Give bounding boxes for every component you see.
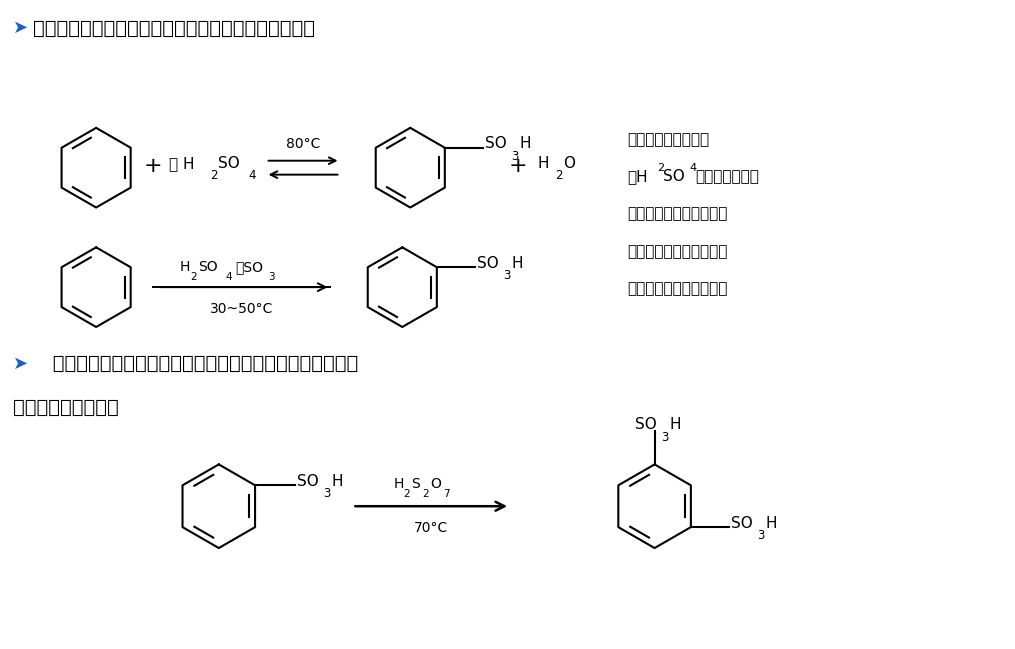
Text: 3: 3 bbox=[503, 269, 511, 282]
Text: ➤: ➤ bbox=[13, 19, 28, 37]
Text: 4: 4 bbox=[225, 272, 232, 282]
Text: O: O bbox=[430, 477, 442, 491]
Text: SO: SO bbox=[477, 256, 498, 271]
Text: 若在较高温度下反应，则苯磺酸可进一步生成苯二磺酸，且: 若在较高温度下反应，则苯磺酸可进一步生成苯二磺酸，且 bbox=[47, 354, 358, 373]
Text: 80°C: 80°C bbox=[286, 137, 321, 151]
Text: 3: 3 bbox=[512, 150, 519, 163]
Text: 苯与浓硫酸在加热下或与发烟硫酸作用，生成苯磺酸。: 苯与浓硫酸在加热下或与发烟硫酸作用，生成苯磺酸。 bbox=[33, 19, 316, 38]
Text: 以减少可逆反应的发生。: 以减少可逆反应的发生。 bbox=[627, 281, 728, 296]
Text: 2: 2 bbox=[555, 169, 562, 182]
Text: 反应可逆，生成的水: 反应可逆，生成的水 bbox=[627, 132, 709, 147]
Text: 2: 2 bbox=[210, 169, 218, 182]
Text: H: H bbox=[331, 474, 343, 489]
Text: SO: SO bbox=[198, 260, 217, 275]
Text: H: H bbox=[538, 156, 549, 171]
Text: SO: SO bbox=[218, 156, 240, 171]
Text: 变慢，水解速度加快，故: 变慢，水解速度加快，故 bbox=[627, 206, 728, 221]
Text: ，SO: ，SO bbox=[235, 260, 264, 275]
Text: H: H bbox=[512, 256, 523, 271]
Text: 2: 2 bbox=[190, 272, 197, 282]
Text: 2: 2 bbox=[422, 489, 429, 499]
Text: 主要生成间位产物。: 主要生成间位产物。 bbox=[13, 398, 119, 417]
Text: 3: 3 bbox=[661, 430, 669, 443]
Text: H: H bbox=[394, 477, 404, 491]
Text: 4: 4 bbox=[249, 169, 256, 182]
Text: 3: 3 bbox=[324, 487, 331, 500]
Text: 使H: 使H bbox=[627, 169, 649, 184]
Text: SO: SO bbox=[297, 474, 319, 489]
Text: H: H bbox=[669, 417, 680, 432]
Text: 浓 H: 浓 H bbox=[168, 156, 195, 171]
Text: 30~50°C: 30~50°C bbox=[210, 302, 273, 316]
Text: +: + bbox=[144, 156, 162, 176]
Text: H: H bbox=[765, 516, 776, 531]
Text: 3: 3 bbox=[268, 272, 274, 282]
Text: SO: SO bbox=[663, 169, 685, 184]
Text: H: H bbox=[180, 260, 190, 275]
Text: 3: 3 bbox=[757, 529, 764, 542]
Text: SO: SO bbox=[485, 136, 506, 151]
Text: 常用发烟硫酸进行磺化，: 常用发烟硫酸进行磺化， bbox=[627, 244, 728, 259]
Text: 4: 4 bbox=[689, 163, 696, 173]
Text: SO: SO bbox=[731, 516, 752, 531]
Text: 2: 2 bbox=[403, 489, 410, 499]
Text: SO: SO bbox=[634, 417, 657, 432]
Text: 2: 2 bbox=[657, 163, 664, 173]
Text: 变稀，磺化速度: 变稀，磺化速度 bbox=[695, 169, 759, 184]
Text: 7: 7 bbox=[443, 489, 450, 499]
Text: 70°C: 70°C bbox=[414, 521, 449, 535]
Text: +: + bbox=[509, 156, 527, 176]
Text: S: S bbox=[411, 477, 420, 491]
Text: ➤: ➤ bbox=[13, 355, 28, 373]
Text: H: H bbox=[519, 136, 531, 151]
Text: O: O bbox=[563, 156, 574, 171]
